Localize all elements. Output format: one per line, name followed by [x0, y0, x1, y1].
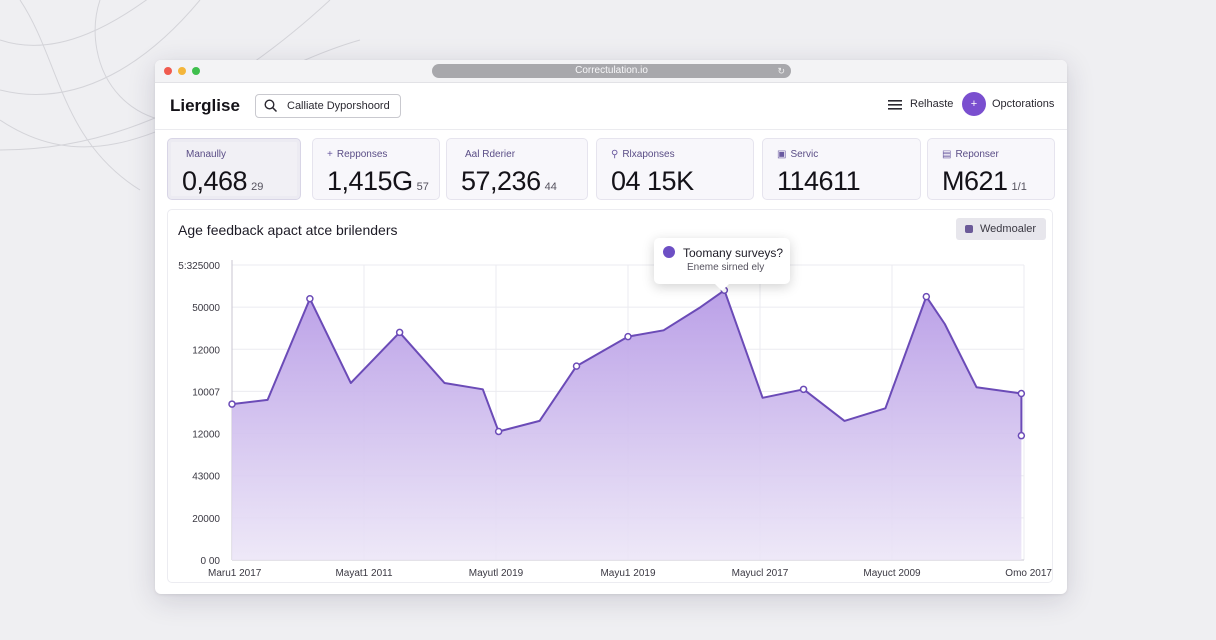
stat-card-value: 114611 — [777, 166, 864, 197]
stat-card-rlxaponses[interactable]: ⚲ Rlxaponses 04 15K — [596, 138, 754, 200]
chart-title: Age feedback apact atce brilenders — [178, 222, 398, 238]
stat-label-text: Repponses — [336, 149, 388, 160]
stat-card-label: ▤ Reponser — [942, 149, 999, 160]
stat-card-rderier[interactable]: Aal Rderier 57,236 44 — [446, 138, 588, 200]
stat-card-servic[interactable]: ▣ Servic 114611 — [762, 138, 921, 200]
search-text: Calliate Dyporshoord — [287, 100, 390, 112]
stat-card-responses[interactable]: + Repponses 1,415G 57 — [312, 138, 440, 200]
stat-label-text: Servic — [790, 149, 819, 160]
y-tick-label: 5:325000 — [178, 261, 220, 272]
stat-label-text: Aal Rderier — [465, 149, 516, 160]
data-point[interactable] — [922, 292, 931, 301]
x-tick-label: Mayutl 2019 — [469, 568, 524, 579]
minimize-window-button[interactable] — [178, 67, 186, 75]
stat-label-text: Manaully — [186, 149, 227, 160]
data-point[interactable] — [1017, 389, 1026, 398]
report-icon: ▤ — [942, 149, 952, 160]
y-tick-label: 12000 — [192, 345, 220, 356]
stat-card-manaully[interactable]: Manaully 0,468 29 — [167, 138, 301, 200]
url-text: Correctulation.io — [575, 65, 648, 76]
stat-card-label: + Repponses — [327, 149, 387, 160]
chart-options-button[interactable]: Wedmoaler — [956, 218, 1046, 240]
data-point[interactable] — [395, 328, 404, 337]
browser-window: Correctulation.io ↻ Lierglise Calliate D… — [155, 60, 1067, 594]
stat-card-label: ▣ Servic — [777, 149, 818, 160]
close-window-button[interactable] — [164, 67, 172, 75]
stat-value-text: 0,468 — [182, 166, 248, 196]
stat-value-text: 04 15K — [611, 166, 694, 196]
stat-card-value: M621 1/1 — [942, 166, 1027, 197]
stat-label-text: Reponser — [955, 149, 999, 160]
plus-icon: + — [327, 149, 333, 160]
stat-card-sub: 1/1 — [1011, 181, 1027, 193]
y-tick-label: 12000 — [192, 430, 220, 441]
info-icon — [663, 246, 675, 258]
pin-icon: ⚲ — [611, 149, 619, 160]
search-icon — [264, 99, 278, 113]
stat-card-sub: 29 — [251, 181, 264, 193]
menu-icon[interactable] — [888, 99, 902, 111]
account-label[interactable]: Opctorations — [992, 98, 1055, 110]
stat-label-text: Rlxaponses — [622, 149, 675, 160]
data-point[interactable] — [1017, 431, 1026, 440]
stat-card-label: Aal Rderier — [461, 149, 515, 160]
service-icon: ▣ — [777, 149, 787, 160]
reload-icon[interactable]: ↻ — [777, 66, 785, 76]
chart-options-label: Wedmoaler — [980, 223, 1037, 235]
data-point[interactable] — [228, 400, 236, 408]
y-tick-label: 0 00 — [201, 556, 221, 567]
stat-card-label: ⚲ Rlxaponses — [611, 149, 675, 160]
url-bar[interactable]: Correctulation.io ↻ — [432, 64, 791, 78]
x-tick-label: Mayu1 2019 — [600, 568, 655, 579]
menu-label[interactable]: Relhaste — [910, 98, 954, 110]
data-point[interactable] — [494, 427, 503, 436]
stat-card-reponser[interactable]: ▤ Reponser M621 1/1 — [927, 138, 1055, 200]
title-bar: Correctulation.io ↻ — [155, 60, 1067, 83]
x-tick-label: Mayat1 2011 — [335, 568, 393, 579]
chart-tooltip: Toomany surveys? Eneme sirned ely — [654, 238, 790, 291]
x-tick-label: Maru1 2017 — [208, 568, 262, 579]
y-tick-label: 43000 — [192, 472, 220, 483]
tooltip-subtitle: Eneme sirned ely — [687, 262, 765, 273]
data-point[interactable] — [799, 385, 808, 394]
chart-series-line — [231, 289, 1023, 436]
data-point[interactable] — [624, 332, 632, 341]
stat-card-value: 1,415G 57 — [327, 166, 429, 197]
y-tick-label: 50000 — [192, 303, 220, 314]
stat-card-label: Manaully — [182, 149, 226, 160]
stat-card-value: 04 15K — [611, 166, 698, 197]
stat-value-text: 57,236 — [461, 166, 541, 196]
brand-logo[interactable]: Lierglise — [170, 96, 240, 115]
stat-value-text: 1,415G — [327, 166, 413, 196]
stat-value-text: M621 — [942, 166, 1008, 196]
chart-options-icon — [965, 225, 973, 233]
avatar[interactable]: + — [962, 92, 986, 116]
stat-value-text: 114611 — [777, 166, 861, 196]
stat-card-sub: 57 — [416, 181, 429, 193]
y-tick-label: 10007 — [192, 387, 220, 398]
stat-card-sub: 44 — [544, 181, 557, 193]
data-point[interactable] — [572, 362, 581, 370]
chart-panel: Age feedback apact atce brilenders Wedmo… — [167, 209, 1053, 583]
y-tick-label: 20000 — [192, 514, 220, 525]
data-point[interactable] — [306, 294, 314, 303]
search-input[interactable]: Calliate Dyporshoord — [255, 94, 401, 118]
tooltip-title: Toomany surveys? — [683, 246, 784, 260]
chart-area-fill — [232, 290, 1022, 560]
stats-cards: Manaully 0,468 29 + Repponses 1,415G 57 Aal… — [167, 138, 1055, 200]
x-tick-label: Mayucl 2017 — [732, 568, 789, 579]
stat-card-value: 0,468 29 — [182, 166, 263, 197]
maximize-window-button[interactable] — [192, 67, 200, 75]
stat-card-value: 57,236 44 — [461, 166, 557, 197]
app-header: Lierglise Calliate Dyporshoord Relhaste … — [155, 83, 1067, 130]
area-chart: 5:325000 50000 12000 10007 12000 43000 20000 0 … — [178, 260, 1052, 579]
x-tick-label: Omo 2017 — [1005, 568, 1052, 579]
x-tick-label: Mayuct 2009 — [863, 568, 921, 579]
